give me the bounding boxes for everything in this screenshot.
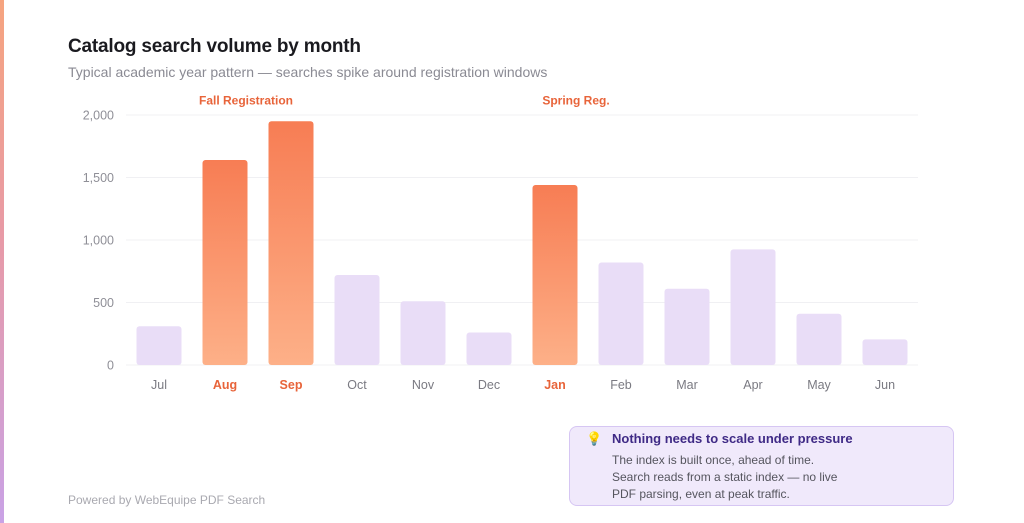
annotation-label: Fall Registration — [199, 94, 293, 108]
bar-may — [796, 313, 842, 365]
x-tick-label: Apr — [743, 378, 762, 392]
x-tick-label: Jul — [151, 378, 167, 392]
callout-line: Search reads from a static index — no li… — [612, 470, 838, 484]
callout-body: The index is built once, ahead of time. … — [612, 452, 942, 503]
y-tick-label: 1,000 — [83, 234, 114, 248]
bar-jan — [532, 185, 578, 365]
bar-jun — [862, 339, 908, 365]
annotations: Fall Registration Spring Reg. — [199, 94, 610, 108]
bar-aug — [202, 160, 248, 365]
chart-title: Catalog search volume by month — [68, 36, 361, 57]
y-tick-label: 2,000 — [83, 109, 114, 123]
bar-oct — [334, 275, 380, 365]
bar-apr — [730, 249, 776, 365]
x-tick-label: Dec — [478, 378, 500, 392]
x-tick-label: Nov — [412, 378, 435, 392]
y-tick-label: 0 — [107, 359, 114, 373]
bar-nov — [400, 301, 446, 365]
x-tick-label: Mar — [676, 378, 698, 392]
accent-bar — [0, 0, 4, 523]
x-tick-label: Oct — [347, 378, 367, 392]
y-axis: 0 500 1,000 1,500 2,000 — [83, 109, 114, 373]
x-tick-label: Sep — [280, 378, 303, 392]
bars — [136, 121, 908, 365]
callout-line: PDF parsing, even at peak traffic. — [612, 487, 790, 501]
x-tick-label: Feb — [610, 378, 632, 392]
callout-title: Nothing needs to scale under pressure — [612, 431, 853, 446]
bar-feb — [598, 262, 644, 365]
chart-subtitle: Typical academic year pattern — searches… — [68, 64, 548, 80]
footer-credit: Powered by WebEquipe PDF Search — [68, 493, 266, 507]
x-tick-label: Jan — [544, 378, 566, 392]
y-tick-label: 1,500 — [83, 171, 114, 185]
callout-line: The index is built once, ahead of time. — [612, 453, 815, 467]
x-tick-label: Aug — [213, 378, 237, 392]
y-tick-label: 500 — [93, 296, 114, 310]
x-tick-label: Jun — [875, 378, 895, 392]
gridlines — [126, 114, 918, 366]
bar-mar — [664, 288, 710, 365]
x-axis: Jul Aug Sep Oct Nov Dec Jan Feb Mar Apr May Jun — [151, 378, 895, 392]
info-callout: 💡 Nothing needs to scale under pressure … — [569, 426, 954, 506]
bar-dec — [466, 332, 512, 365]
bar-sep — [268, 121, 314, 365]
bar-jul — [136, 326, 182, 365]
x-tick-label: May — [807, 378, 831, 392]
annotation-label: Spring Reg. — [542, 94, 609, 108]
lightbulb-icon: 💡 — [586, 431, 603, 446]
